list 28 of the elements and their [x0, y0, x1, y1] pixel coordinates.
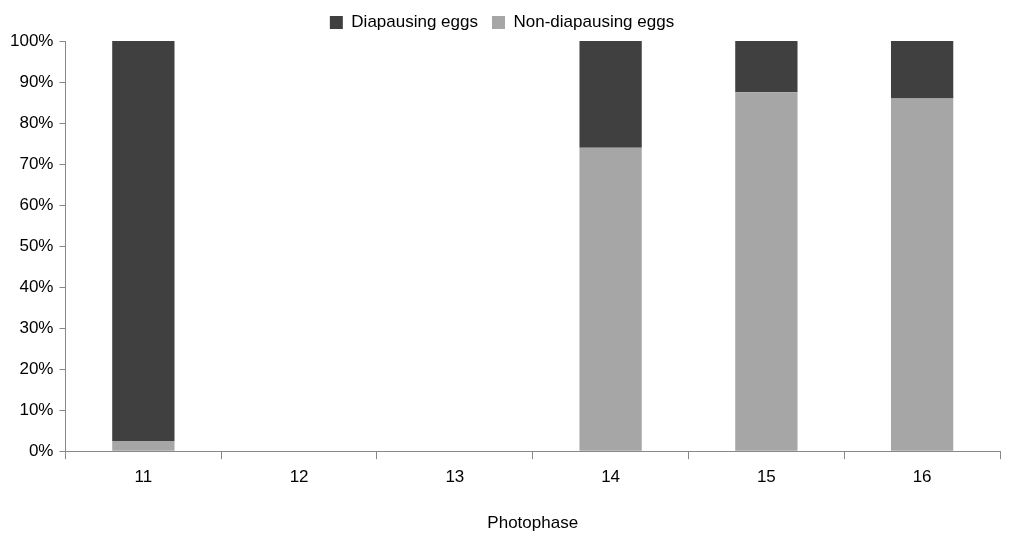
x-tick-label: 13: [445, 467, 465, 487]
x-tick-label: 15: [756, 467, 776, 487]
x-tick-label: 11: [134, 467, 153, 487]
bar: [890, 41, 954, 99]
bar: [112, 41, 175, 441]
y-tick-label: 20%: [19, 358, 54, 378]
x-tick-label: 12: [289, 467, 309, 487]
bar: [735, 41, 798, 93]
x-tick-label: 14: [601, 467, 621, 487]
y-tick-label: 40%: [19, 276, 54, 296]
x-axis-title: Photophase: [487, 513, 579, 533]
bar: [579, 147, 642, 451]
y-tick-label: 60%: [19, 194, 54, 214]
y-tick-label: 10%: [19, 399, 54, 419]
y-tick-label: 90%: [19, 71, 54, 91]
bar: [890, 98, 954, 451]
y-tick-label: 0%: [28, 440, 54, 460]
legend-label: Diapausing eggs: [351, 12, 478, 32]
bar: [579, 41, 642, 148]
y-tick-label: 80%: [19, 112, 54, 132]
y-tick-label: 50%: [19, 235, 54, 255]
bar: [735, 92, 798, 451]
bar: [112, 440, 175, 451]
y-tick-label: 70%: [19, 153, 54, 173]
y-tick-label: 30%: [19, 317, 54, 337]
x-tick-label: 16: [912, 467, 932, 487]
legend-label: Non-diapausing eggs: [513, 12, 675, 32]
y-tick-label: 100%: [10, 30, 54, 50]
